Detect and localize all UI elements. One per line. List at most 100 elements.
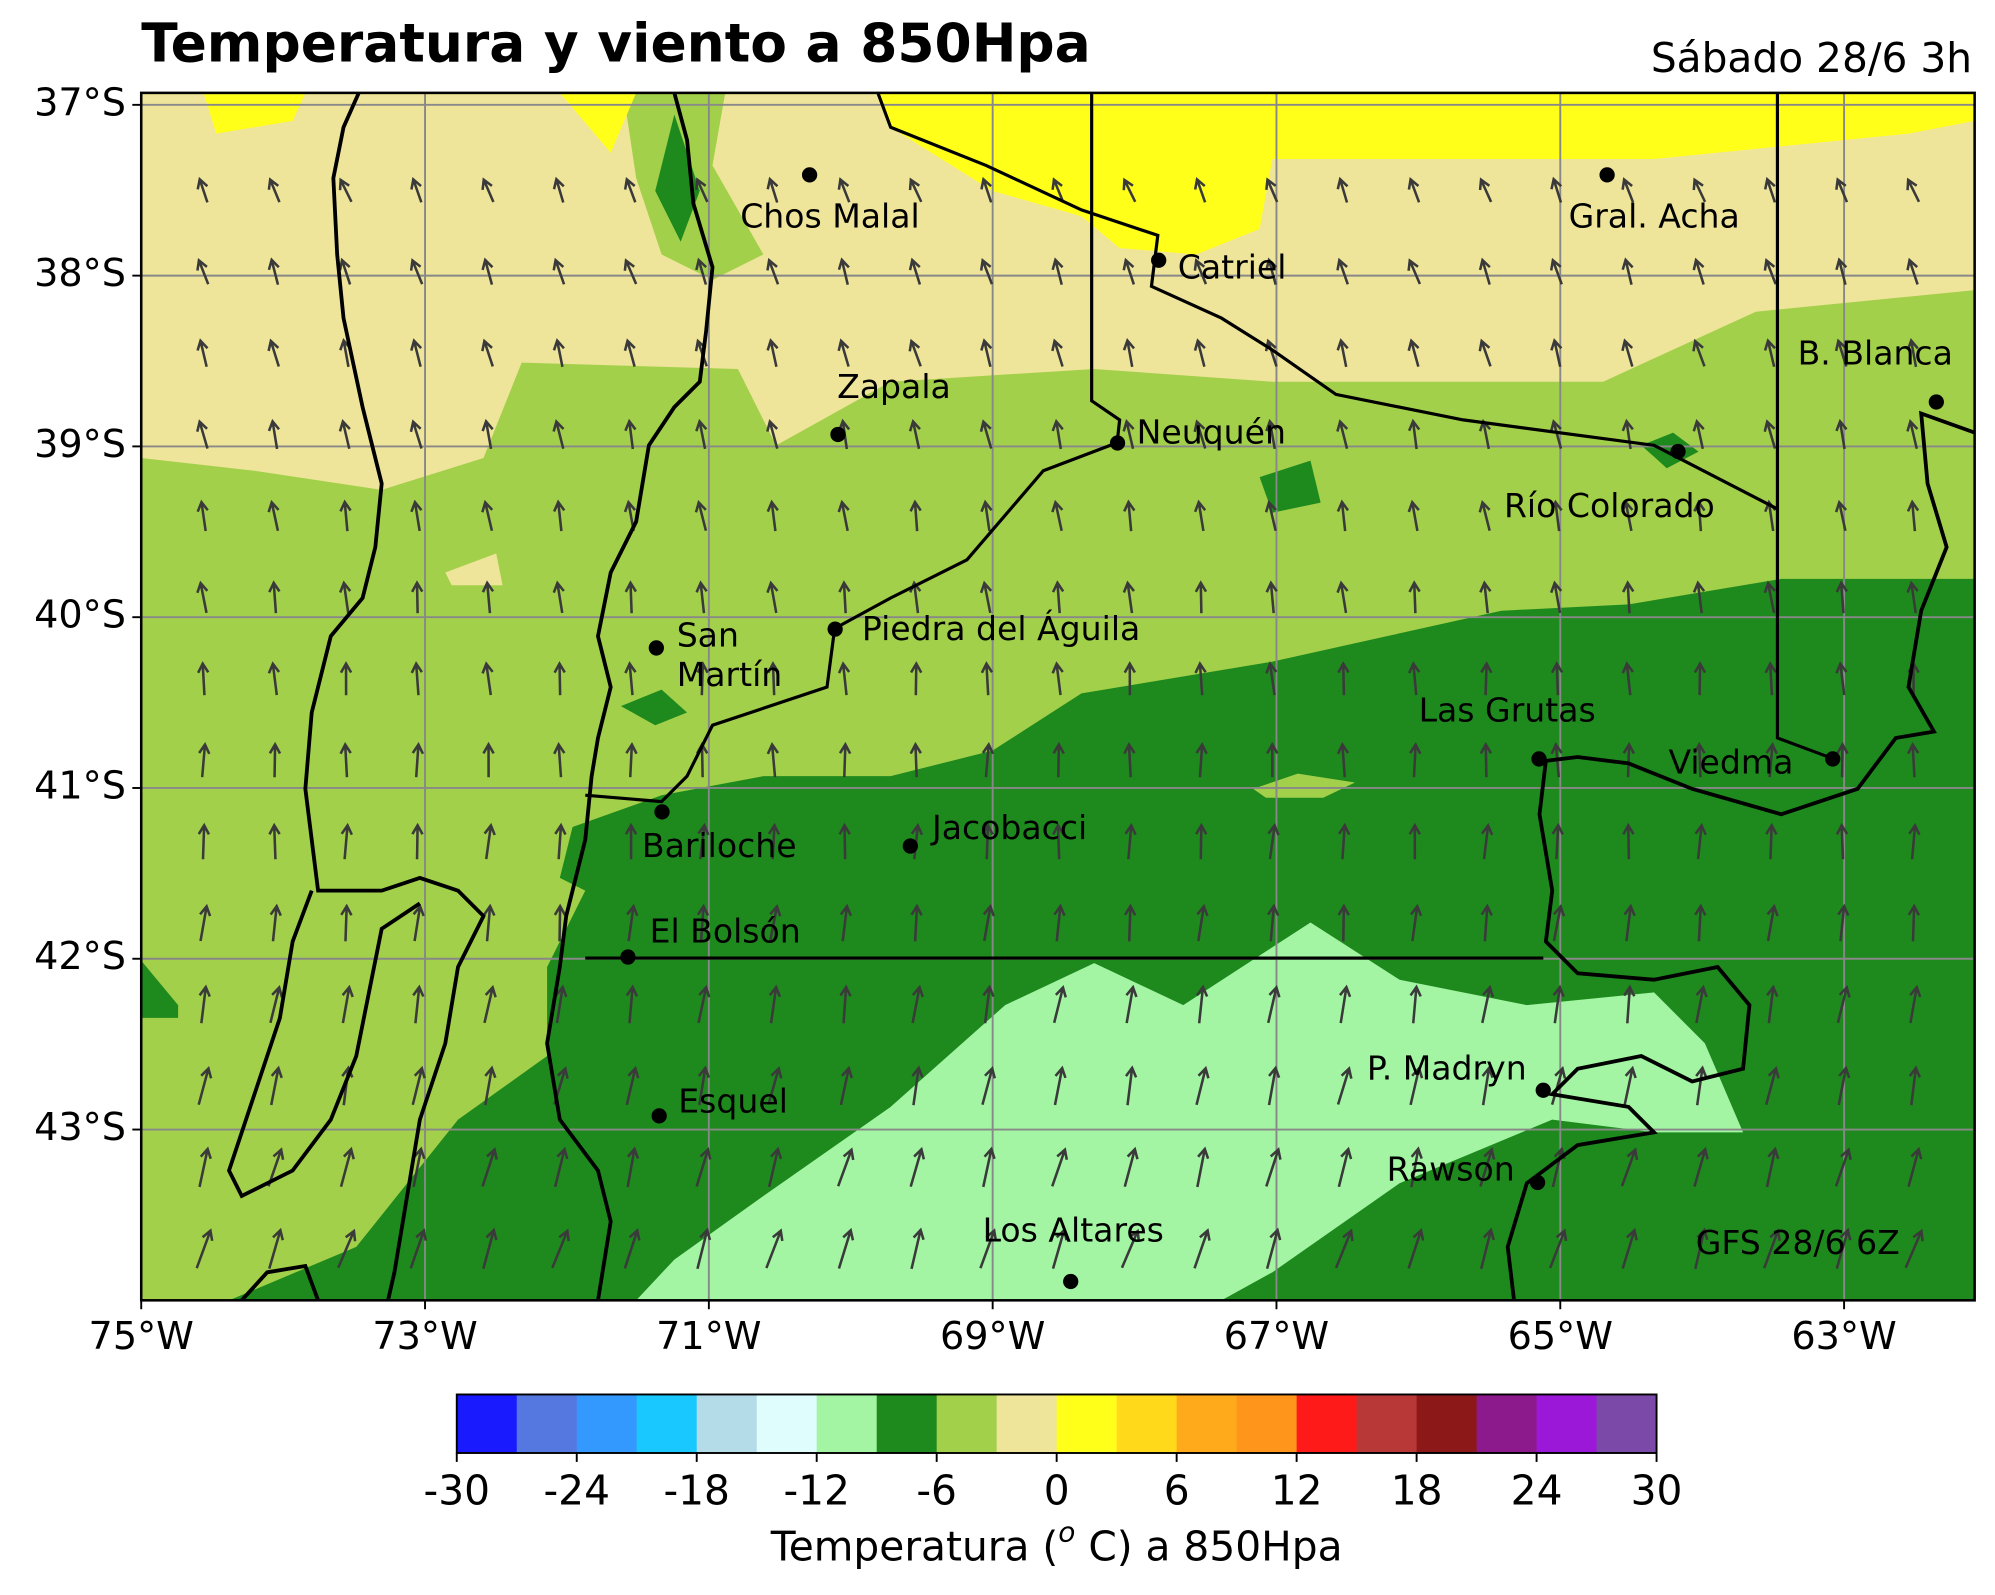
wind-arrow (339, 661, 353, 696)
wind-arrow (1407, 338, 1420, 367)
wind-arrow (1265, 1227, 1282, 1270)
wind-arrow (1337, 1146, 1353, 1188)
wind-arrow (1193, 176, 1207, 203)
wind-arrow (339, 741, 352, 778)
wind-arrow (624, 661, 637, 696)
colorbar-cell (1596, 1394, 1658, 1453)
border (545, 92, 715, 1301)
colorbar-tick-label: -30 (424, 1467, 490, 1515)
wind-arrow (1407, 418, 1421, 450)
wind-arrow (1478, 257, 1491, 285)
wind-arrow (1265, 1147, 1282, 1187)
wind-arrow (1051, 1227, 1068, 1269)
wind-arrow (553, 741, 566, 778)
wind-arrow (1765, 1146, 1780, 1188)
wind-arrow (553, 903, 567, 942)
wind-arrow (1835, 580, 1848, 614)
wind-arrow (481, 177, 495, 203)
wind-arrow (697, 984, 711, 1024)
wind-arrow (696, 1227, 712, 1270)
wind-arrow (1195, 741, 1208, 778)
wind-arrow (1051, 580, 1065, 614)
wind-arrow (1265, 661, 1278, 696)
wind-arrow (1478, 499, 1491, 532)
wind-arrow (837, 177, 851, 203)
wind-arrow (1621, 257, 1634, 286)
colorbar-label: Temperatura (o C) a 850Hpa (770, 1515, 1343, 1571)
city-label: Gral. Acha (1569, 197, 1740, 236)
wind-arrow (768, 984, 782, 1024)
wind-arrow (1409, 741, 1422, 778)
cities: Chos Malal Catriel Gral. Acha B. Blanca Zapa… (620, 167, 1953, 1290)
colorbar-cell (636, 1394, 698, 1453)
wind-arrow (838, 741, 852, 778)
wind-arrow (1123, 903, 1137, 942)
wind-arrow (624, 580, 637, 614)
colorbar-cell (756, 1394, 818, 1453)
river (585, 441, 1118, 804)
wind-arrow (1481, 1065, 1494, 1106)
colorbar-cell (1296, 1394, 1358, 1453)
city-marker (1599, 167, 1615, 183)
province-borders (585, 92, 1833, 960)
wind-arrow (553, 1146, 569, 1188)
wind-arrow (909, 1146, 926, 1187)
wind-arrow (767, 661, 780, 696)
wind-arrow (269, 985, 284, 1024)
city-marker (1063, 1273, 1079, 1290)
wind-arrow (1837, 903, 1850, 942)
city-marker (620, 949, 636, 965)
colorbar-tick-label: -12 (783, 1467, 849, 1515)
wind-arrow (1194, 661, 1207, 696)
wind-arrow (696, 903, 710, 942)
wind-arrow (625, 1065, 640, 1106)
wind-arrow (909, 741, 922, 778)
wind-arrow (1337, 822, 1351, 860)
wind-arrow (267, 177, 281, 203)
wind-arrow (1122, 580, 1135, 614)
colorbar-label-part: Temperatura ( (770, 1523, 1058, 1571)
wind-arrow (483, 903, 496, 942)
wind-arrow (1692, 338, 1706, 367)
colorbar-cell (1236, 1394, 1298, 1453)
wind-arrow (341, 984, 354, 1024)
wind-arrow (195, 1228, 214, 1269)
wind-arrow (1622, 580, 1635, 614)
wind-arrow (1267, 1065, 1281, 1106)
colorbar-cell (1416, 1394, 1478, 1453)
wind-arrow (1407, 177, 1421, 203)
wind-arrow (1051, 257, 1064, 285)
wind-arrow (1906, 580, 1919, 614)
wind-arrow (409, 258, 424, 285)
wind-arrow (196, 499, 209, 532)
wind-arrow (981, 741, 995, 778)
wind-arrow (410, 661, 423, 696)
wind-arrow (979, 580, 993, 614)
wind-arrow (552, 419, 565, 450)
wind-arrow (695, 580, 708, 614)
wind-arrow (1835, 822, 1849, 860)
temperature-field (1641, 432, 1699, 469)
wind-arrow (1763, 419, 1777, 449)
wind-arrow (1053, 903, 1066, 942)
wind-arrow (1763, 257, 1777, 285)
city-marker (801, 167, 818, 183)
river (876, 92, 1779, 511)
wind-arrow (623, 338, 636, 367)
wind-arrow (1051, 418, 1064, 450)
wind-arrow (340, 903, 353, 942)
wind-arrow (481, 418, 494, 450)
wind-arrow (1622, 741, 1636, 778)
wind-arrow (909, 499, 922, 532)
wind-arrow (766, 338, 779, 368)
wind-arrow (268, 741, 282, 778)
wind-arrows (195, 176, 1924, 1270)
wind-arrow (1552, 903, 1566, 942)
wind-arrow (1122, 177, 1137, 203)
wind-arrow (1909, 984, 1922, 1024)
wind-arrow (338, 580, 352, 614)
wind-arrow (1266, 741, 1279, 778)
colorbar-tick-label: 24 (1511, 1467, 1563, 1515)
wind-arrow (196, 661, 210, 696)
wind-arrow (409, 1228, 428, 1269)
